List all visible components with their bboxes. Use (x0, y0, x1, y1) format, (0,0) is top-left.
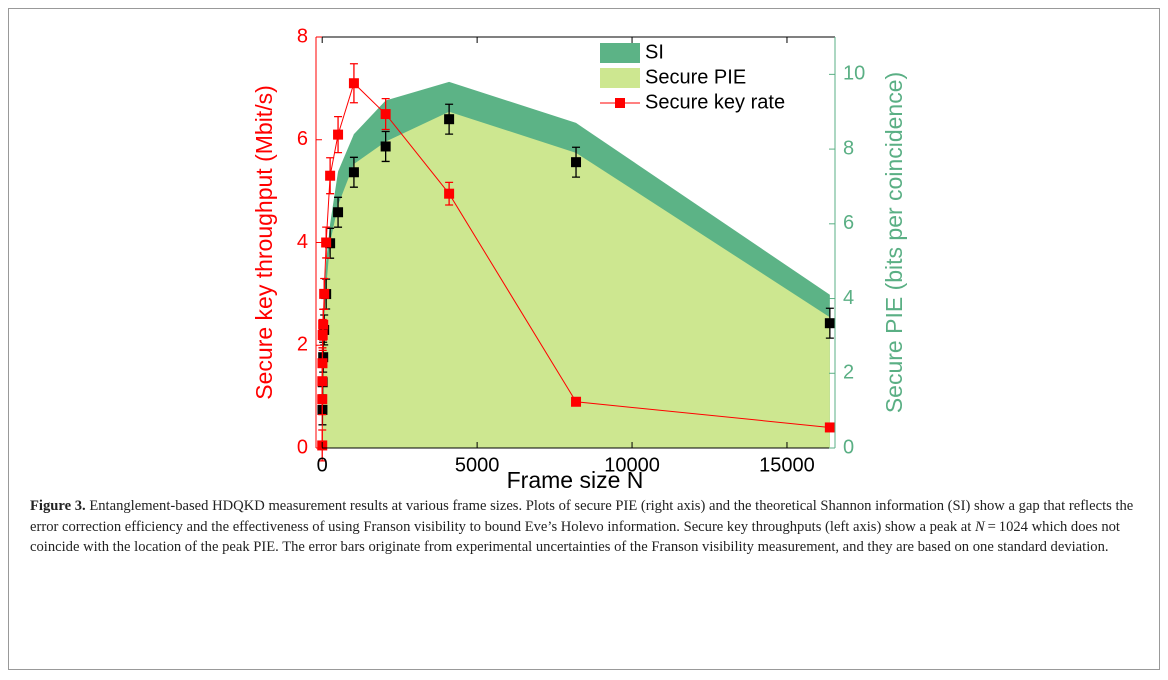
marker (321, 237, 332, 248)
caption-text: Entanglement-based HDQKD measurement res… (30, 498, 1134, 535)
marker (444, 188, 455, 199)
marker (333, 129, 344, 140)
y-tick-label: 4 (297, 231, 308, 253)
legend-swatch (600, 43, 640, 63)
chart: Frame size N 0 5000 10000 15000 0 2 4 6 8 0 2 4 6 8 10… (251, 25, 907, 490)
caption-label: Figure 3. (30, 498, 86, 514)
legend-swatch (600, 68, 640, 88)
marker (318, 352, 329, 363)
y-axis-label: Secure key throughput (Mbit/s) (251, 85, 277, 399)
marker (380, 141, 391, 152)
x-tick-label: 10000 (604, 454, 660, 476)
y2-tick-label: 6 (843, 212, 854, 234)
caption-text: N (974, 518, 985, 535)
y2-tick-label: 4 (843, 287, 854, 309)
x-tick-label: 0 (317, 454, 328, 476)
marker (571, 396, 582, 407)
marker (319, 324, 330, 335)
legend-label: Secure key rate (645, 91, 785, 113)
y-tick-label: 6 (297, 128, 308, 150)
y-tick-label: 0 (297, 436, 308, 458)
marker (317, 358, 328, 369)
y2-tick-label: 2 (843, 362, 854, 384)
x-tick-label: 5000 (455, 454, 500, 476)
marker (319, 288, 330, 299)
marker (348, 78, 359, 89)
marker (571, 157, 582, 168)
marker (380, 109, 391, 120)
legend-swatch (615, 98, 625, 108)
y-tick-label: 8 (297, 25, 308, 47)
y-tick-label: 2 (297, 334, 308, 356)
marker (824, 422, 835, 433)
y2-tick-label: 0 (843, 436, 854, 458)
y2-axis-label: Secure PIE (bits per coincidence) (881, 72, 907, 413)
marker (317, 376, 328, 387)
caption: Figure 3. Entanglement-based HDQKD measu… (30, 496, 1135, 558)
y2-tick-label: 10 (843, 63, 865, 85)
marker (333, 207, 344, 218)
caption-text: = 1024 which does not coincide with the … (30, 518, 1120, 556)
marker (325, 170, 336, 181)
x-tick-label: 15000 (759, 454, 815, 476)
figure-frame (8, 8, 1160, 670)
marker (317, 394, 328, 405)
legend-label: Secure PIE (645, 66, 746, 88)
marker (824, 318, 835, 329)
y2-tick-label: 8 (843, 137, 854, 159)
x-axis-label: Frame size N (507, 467, 644, 490)
marker (318, 319, 329, 330)
marker (348, 167, 359, 178)
legend-label: SI (645, 41, 664, 63)
marker (444, 114, 455, 125)
